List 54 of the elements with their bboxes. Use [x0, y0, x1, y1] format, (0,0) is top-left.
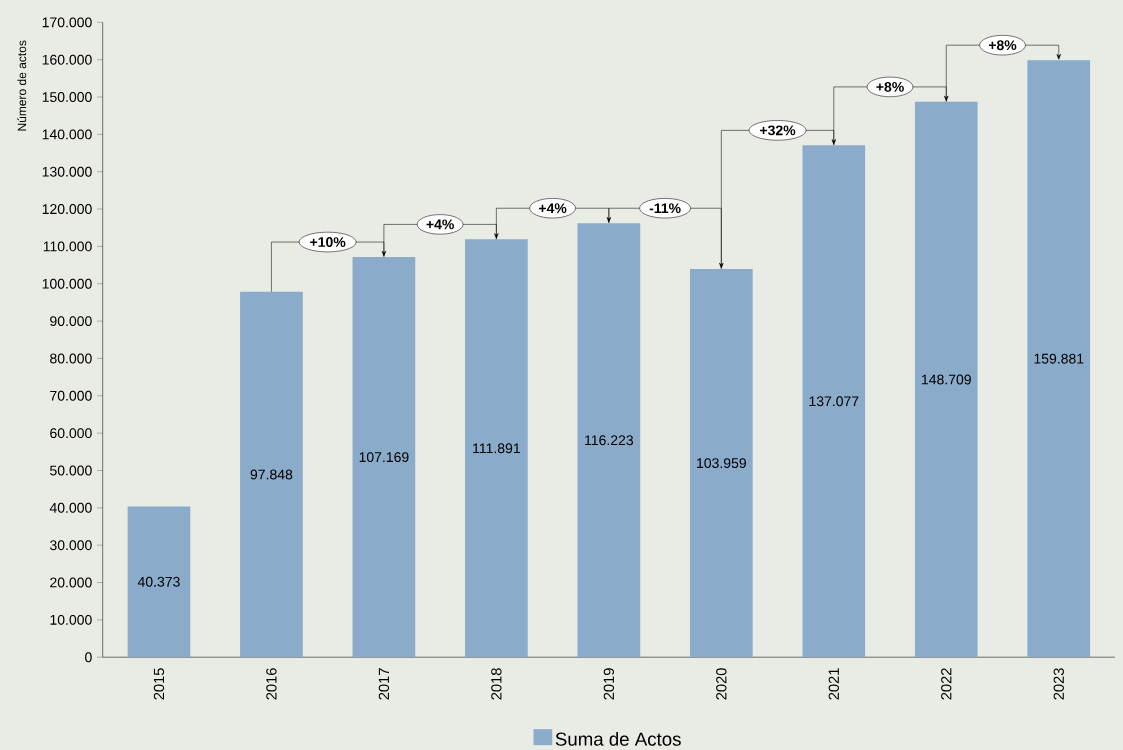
- text: 107.169: [359, 452, 409, 462]
- annotation: +10%: [310, 236, 346, 247]
- y-axis-title: Número de actos: [17, 40, 27, 131]
- annotation: +8%: [988, 40, 1017, 51]
- bar: [127, 506, 191, 658]
- x-tick-label: 2020: [716, 668, 727, 700]
- bar: [802, 145, 866, 658]
- annotation: +8%: [876, 81, 904, 92]
- x-tick-label: 2023: [1053, 668, 1064, 700]
- y-tick-label: 40.000: [49, 502, 92, 513]
- bar: [240, 291, 303, 658]
- annotation: +4%: [426, 219, 454, 230]
- x-tick-label: 2017: [378, 668, 390, 700]
- y-tick-label: 20.000: [50, 577, 92, 588]
- y-tick-label: 90.000: [50, 316, 92, 326]
- text: 111.891: [473, 443, 520, 454]
- y-tick-label: 170.000: [42, 17, 92, 28]
- y-tick-label: 30.000: [49, 540, 92, 551]
- y-tick-label: 10.000: [50, 614, 92, 625]
- y-tick-label: 120.000: [42, 204, 92, 214]
- x-tick-label: 2015: [153, 668, 165, 700]
- y-tick-label: 110.000: [43, 241, 92, 252]
- text: 97.848: [250, 469, 293, 480]
- bar: [577, 223, 641, 658]
- annotation: +4%: [538, 203, 567, 214]
- y-tick-label: 140.000: [42, 129, 92, 140]
- y-tick-label: 50.000: [50, 465, 92, 476]
- y-tick-label: 60.000: [50, 428, 92, 438]
- x-tick-label: 2019: [603, 668, 615, 700]
- text: 116.223: [585, 435, 634, 446]
- y-tick-label: 80.000: [50, 353, 92, 364]
- y-tick-label: 130.000: [42, 166, 92, 177]
- text: 103.959: [697, 458, 746, 468]
- y-tick-label: 150.000: [42, 91, 92, 102]
- x-tick-label: 2022: [941, 668, 952, 700]
- bar: [465, 239, 528, 658]
- x-tick-label: 2016: [266, 668, 277, 700]
- legend-label: Suma de Actos: [555, 731, 681, 746]
- annotation: -11%: [649, 203, 681, 214]
- x-tick-label: 2018: [491, 668, 502, 700]
- bar: [1027, 60, 1091, 658]
- bar: [689, 268, 753, 658]
- y-tick-label: 0: [85, 652, 92, 663]
- x-tick-label: 2021: [828, 668, 839, 700]
- text: 40.373: [137, 576, 180, 587]
- text: 159.881: [1034, 353, 1084, 364]
- y-tick-label: 70.000: [50, 390, 92, 401]
- bar: [352, 256, 416, 658]
- y-tick-label: 100.000: [42, 278, 92, 289]
- text: 137.077: [809, 396, 859, 407]
- text: 148.709: [922, 374, 971, 385]
- y-tick-label: 160.000: [42, 54, 92, 65]
- bar: [914, 101, 978, 658]
- annotation: +32%: [760, 125, 796, 136]
